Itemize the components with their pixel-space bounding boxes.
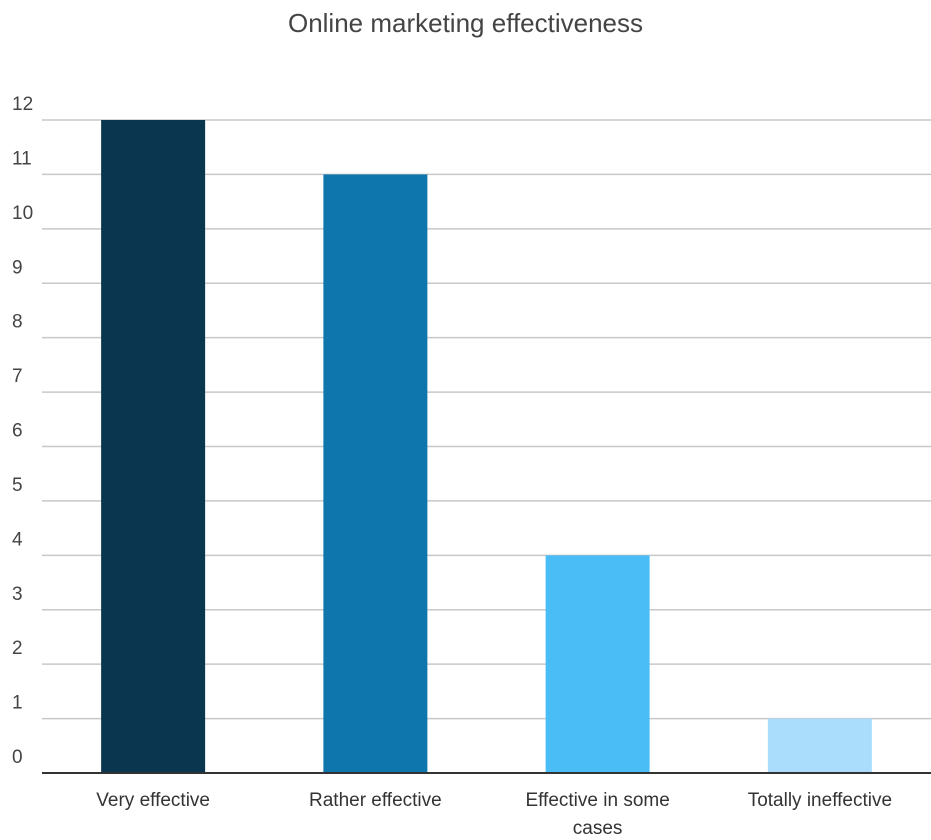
chart-title: Online marketing effectiveness [287,8,644,38]
x-tick-label: cases [573,818,623,839]
y-tick-label: 11 [12,148,32,169]
y-tick-label: 6 [12,421,23,442]
y-tick-label: 4 [12,529,23,550]
x-tick-label: Very effective [96,790,210,811]
y-tick-label: 3 [12,584,23,605]
y-tick-label: 8 [12,312,23,333]
x-tick-label: Rather effective [309,790,442,811]
bar [323,174,428,773]
y-tick-label: 10 [12,203,33,224]
y-tick-label: 0 [12,747,23,768]
y-tick-label: 7 [12,366,23,387]
bar [545,555,650,773]
y-tick-label: 9 [12,257,23,278]
y-tick-label: 5 [12,475,23,496]
x-tick-label: Effective in some [525,790,669,811]
y-tick-label: 2 [12,638,23,659]
y-tick-label: 1 [12,693,23,714]
bar [767,718,872,773]
bar [101,120,206,773]
y-tick-label: 12 [12,94,33,115]
x-tick-label: Totally ineffective [748,790,892,811]
